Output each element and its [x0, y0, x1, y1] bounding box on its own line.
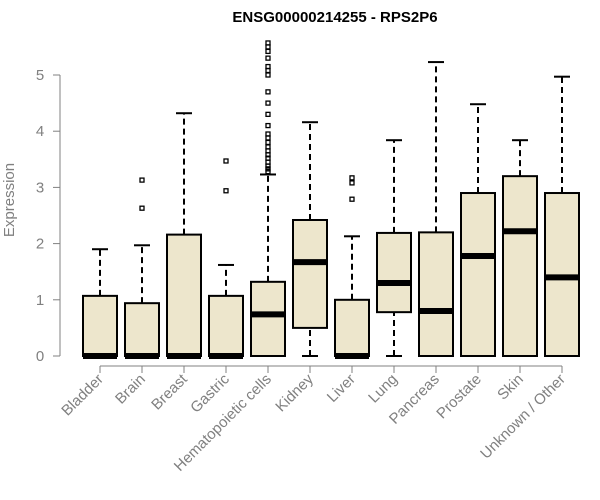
x-tick-label: Bladder	[58, 371, 107, 420]
y-tick-label: 2	[36, 236, 44, 253]
outlier-point	[265, 131, 271, 137]
box-bladder	[82, 248, 118, 359]
x-tick-label: Breast	[148, 370, 191, 413]
box-prostate	[460, 103, 496, 357]
box-kidney	[292, 121, 328, 357]
box-rect	[502, 175, 538, 357]
y-tick-label: 4	[36, 123, 44, 140]
x-tick-label: Prostate	[433, 371, 485, 423]
box-rect	[376, 231, 412, 314]
y-axis-label: Expression	[1, 163, 18, 237]
x-tick-label: Skin	[494, 371, 527, 404]
box-gastric	[208, 158, 244, 359]
box-brain	[124, 177, 160, 359]
box-liver	[334, 175, 370, 359]
box-rect	[460, 192, 496, 357]
outlier-point	[265, 166, 271, 172]
box-rect	[82, 294, 118, 357]
box-rect	[292, 218, 328, 329]
box-unknown-other	[544, 75, 580, 357]
outlier-point	[349, 196, 355, 202]
outlier-point	[265, 40, 271, 46]
outlier-point	[265, 169, 271, 175]
outlier-point	[223, 188, 229, 194]
boxes	[82, 40, 580, 359]
y-tick-label: 0	[36, 348, 44, 365]
outlier-point	[139, 177, 145, 183]
box-hematopoietic-cells	[250, 40, 286, 358]
outlier-point	[265, 63, 271, 70]
chart-title: ENSG00000214255 - RPS2P6	[232, 9, 437, 26]
outlier-point	[265, 55, 271, 61]
box-pancreas	[418, 61, 454, 357]
outlier-point	[349, 175, 355, 181]
box-breast	[166, 112, 202, 359]
box-rect	[418, 231, 454, 357]
box-rect	[166, 233, 202, 357]
outlier-point	[349, 180, 355, 186]
outlier-point	[265, 100, 271, 106]
y-tick-label: 1	[36, 292, 44, 309]
x-tick-label: Liver	[324, 371, 359, 406]
y-axis: 0 1 2 3 4 5	[36, 67, 61, 365]
outlier-point	[265, 144, 271, 150]
x-tick-label: Kidney	[272, 370, 317, 415]
outlier-point	[265, 139, 271, 146]
x-tick-label: Lung	[365, 371, 401, 407]
box-skin	[502, 139, 538, 357]
box-rect	[250, 280, 286, 358]
y-tick-label: 5	[36, 67, 44, 84]
box-rect	[124, 302, 160, 357]
outlier-point	[265, 48, 271, 55]
outlier-point	[223, 158, 229, 164]
box-rect	[334, 298, 370, 357]
outlier-point	[265, 89, 271, 95]
outlier-point	[265, 122, 271, 129]
box-rect	[208, 294, 244, 357]
x-tick-label: Brain	[112, 371, 149, 408]
outlier-point	[265, 72, 271, 78]
outlier-point	[265, 111, 271, 117]
box-lung	[376, 139, 412, 357]
y-tick-label: 3	[36, 179, 44, 196]
outlier-point	[139, 205, 145, 211]
